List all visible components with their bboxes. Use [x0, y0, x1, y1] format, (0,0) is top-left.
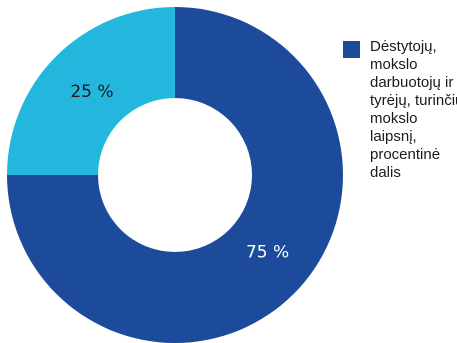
legend-label: Dėstytojų, mokslo darbuotojų ir tyrėjų, … [370, 38, 457, 181]
donut-slice-2 [7, 7, 175, 175]
data-label-1: 75 % [246, 243, 289, 263]
legend-swatch [343, 41, 360, 58]
legend: Dėstytojų, mokslo darbuotojų ir tyrėjų, … [343, 38, 457, 182]
data-label-2: 25 % [70, 82, 113, 102]
donut-chart: 75 % 25 % [7, 7, 343, 343]
donut-slice-1 [7, 7, 343, 343]
